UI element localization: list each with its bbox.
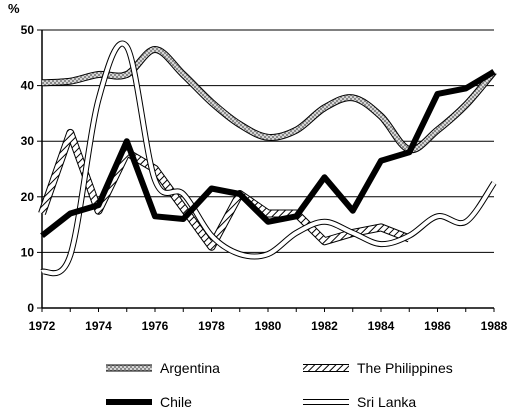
- legend-label: Argentina: [160, 360, 220, 376]
- y-tick-label: 0: [27, 301, 34, 315]
- series-line-chile: [40, 69, 496, 239]
- x-tick-label: 1972: [29, 319, 56, 333]
- x-tick-label: 1986: [424, 319, 451, 333]
- legend-label: Sri Lanka: [357, 394, 416, 410]
- x-tick-label: 1980: [255, 319, 282, 333]
- legend-label: Chile: [160, 394, 192, 410]
- tick-labels: 0 10 20 30 40 50 1972 1974 1976 1978 1980 1982 1984 1…: [21, 23, 508, 333]
- legend-item-sri-lanka: Sri Lanka: [303, 394, 416, 410]
- series-line-argentina: [41, 46, 497, 154]
- series-lines: [38, 40, 497, 277]
- series-line-sri-lanka-fill: [40, 41, 496, 276]
- legend-item-chile: Chile: [106, 394, 192, 410]
- y-tick-label: 40: [21, 79, 35, 93]
- legend-item-the-philippines: The Philippines: [303, 360, 453, 376]
- x-tick-label: 1984: [368, 319, 395, 333]
- legend: Argentina The Philippines Chile Sri Lanka: [106, 360, 453, 410]
- x-tick-label: 1976: [142, 319, 169, 333]
- y-tick-label: 50: [21, 23, 35, 37]
- y-tick-label: 30: [21, 134, 35, 148]
- series-line-chile-outline: [40, 69, 496, 239]
- x-tick-label: 1974: [85, 319, 112, 333]
- gridlines: [42, 29, 494, 253]
- y-tick-label: 10: [21, 245, 35, 259]
- legend-label: The Philippines: [357, 360, 453, 376]
- legend-item-argentina: Argentina: [106, 360, 220, 376]
- axes: [37, 29, 495, 312]
- x-tick-label: 1982: [311, 319, 338, 333]
- x-tick-label: 1988: [481, 319, 508, 333]
- series-line-sri-lanka: [40, 40, 497, 277]
- y-axis-unit-label: %: [8, 1, 20, 16]
- y-tick-label: 20: [21, 190, 35, 204]
- series-line-argentina-fill: [41, 47, 496, 153]
- x-tick-label: 1978: [198, 319, 225, 333]
